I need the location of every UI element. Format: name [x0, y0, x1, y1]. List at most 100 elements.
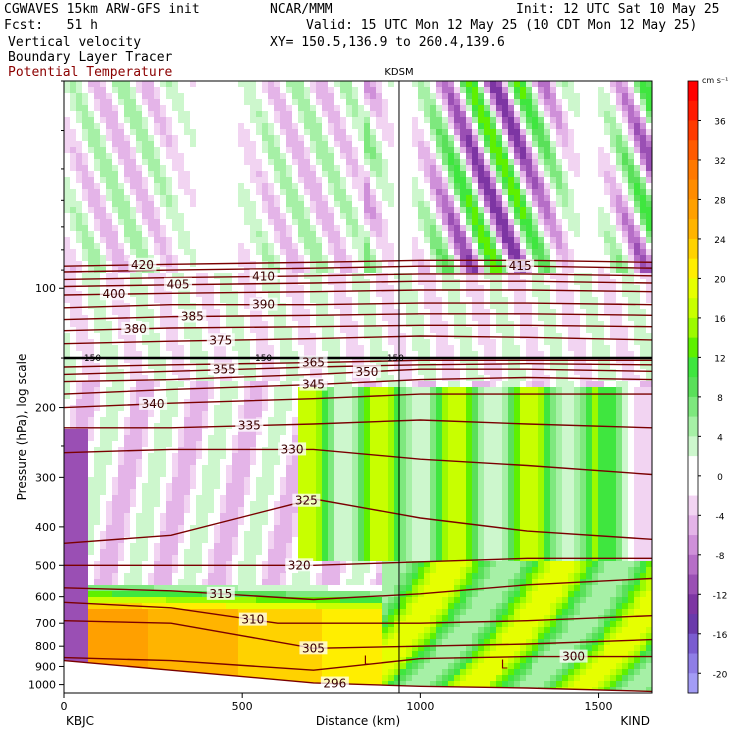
colorbar-swatch-16: [688, 396, 698, 418]
theta-contour-400: [64, 289, 652, 296]
y-tick-label: 200: [35, 402, 56, 415]
theta-label-350: 350: [355, 365, 378, 379]
header-valid: Valid: 15 UTC Mon 12 May 25 (10 CDT Mon …: [306, 18, 698, 33]
theta-label-296: 296: [323, 677, 346, 691]
colorbar-tick-label: 0: [717, 473, 723, 483]
y-tick-label: 800: [35, 640, 56, 653]
colorbar-swatch-6: [688, 199, 698, 220]
y-axis-title: Pressure (hPa), log scale: [15, 354, 29, 501]
colorbar-swatch-11: [688, 298, 698, 319]
theta-contour-325: [64, 498, 652, 544]
y-tick-label: 500: [35, 559, 56, 572]
terrain: [64, 660, 652, 693]
theta-contour-365: [64, 359, 652, 368]
colorbar-swatch-13: [688, 337, 698, 358]
colorbar-swatch-23: [688, 554, 698, 576]
x-axis-title: Distance (km): [316, 714, 400, 728]
header-center: NCAR/MMM: [270, 2, 333, 17]
theta-label-400: 400: [102, 287, 125, 301]
header-fcst: Fcst: 51 h: [4, 18, 98, 33]
theta-contour-345: [64, 376, 652, 395]
y-tick-label: 400: [35, 521, 56, 534]
theta-label-380: 380: [124, 322, 147, 336]
colorbar-swatch-25: [688, 594, 698, 615]
velocity-fill-layer: [64, 81, 652, 693]
theta-label-405: 405: [167, 278, 190, 292]
colorbar-swatch-1: [688, 100, 698, 121]
theta-label-layer: 296 300 305 310 315 320 325 330 335 340 345 350 355 3…: [84, 257, 588, 691]
header-field-tracer: Boundary Layer Tracer: [8, 50, 173, 65]
colorbar-swatch-9: [688, 258, 698, 279]
header-field-theta: Potential Temperature: [8, 65, 173, 80]
colorbar-swatch-27: [688, 633, 698, 655]
x-tick-label: 1000: [406, 700, 434, 713]
x-tick-label: 500: [232, 700, 253, 713]
colorbar-swatch-21: [688, 515, 698, 536]
theta-label-385: 385: [181, 310, 204, 324]
x-tick-label: 0: [61, 700, 68, 713]
colorbar: 36 32 28 24 20 16 12 8 4 0 -4 -8 -12 -16 -20 cm s⁻¹: [687, 76, 728, 694]
theta-contour-305: [64, 620, 652, 650]
colorbar-tick-label: -16: [713, 631, 728, 641]
colorbar-unit: cm s⁻¹: [702, 76, 728, 85]
tracer-label-150-1: 150: [255, 354, 272, 364]
x-endpoint-east: KIND: [620, 714, 650, 728]
theta-contour-410: [64, 273, 652, 281]
colorbar-tick-label: 28: [714, 196, 726, 206]
colorbar-swatch-18: [688, 436, 698, 457]
colorbar-swatch-7: [688, 219, 698, 240]
colorbar-frame: [687, 80, 699, 694]
low-label-0: L: [364, 654, 371, 668]
tracer-label-150-0: 150: [84, 354, 101, 364]
colorbar-swatch-22: [688, 535, 698, 556]
theta-label-345: 345: [302, 378, 325, 392]
colorbar-swatch-0: [688, 81, 698, 102]
colorbar-swatch-3: [688, 140, 698, 161]
header-model: CGWAVES 15km ARW-GFS init: [4, 2, 200, 17]
colorbar-swatch-10: [688, 278, 698, 299]
tracer-label-150-2: 150: [387, 354, 404, 364]
theta-label-420: 420: [131, 258, 154, 272]
theta-label-390: 390: [252, 298, 275, 312]
colorbar-swatch-26: [688, 614, 698, 635]
header-xy: XY= 150.5,136.9 to 260.4,139.6: [270, 35, 505, 50]
theta-contour-335: [64, 419, 652, 429]
y-tick-label: 900: [35, 660, 56, 673]
colorbar-tick-label: 12: [714, 354, 725, 364]
colorbar-tick-label: 20: [714, 275, 726, 285]
plot-frame: [63, 80, 653, 694]
theta-contour-330: [64, 448, 652, 476]
theta-contour-390: [64, 302, 652, 309]
colorbar-tick-label: 16: [714, 315, 726, 325]
colorbar-swatch-12: [688, 317, 698, 339]
theta-contour-380: [64, 324, 652, 332]
colorbar-swatch-14: [688, 357, 698, 378]
y-tick-label: 300: [35, 471, 56, 484]
y-tick-label: 700: [35, 617, 56, 630]
colorbar-swatch-20: [688, 495, 698, 516]
header-field-vertical-velocity: Vertical velocity: [8, 35, 142, 50]
y-tick-label: 1000: [28, 679, 56, 692]
theta-label-335: 335: [238, 419, 261, 433]
colorbar-swatch-8: [688, 238, 698, 260]
colorbar-swatch-28: [688, 653, 698, 674]
theta-contour-315: [64, 577, 652, 601]
header-init: Init: 12 UTC Sat 10 May 25: [516, 2, 720, 17]
colorbar-tick-label: 8: [717, 394, 723, 404]
y-tick-label: 100: [35, 282, 56, 295]
theta-label-305: 305: [302, 641, 325, 655]
colorbar-tick-label: 24: [714, 236, 726, 246]
theta-label-300: 300: [562, 650, 585, 664]
y-tick-label: 600: [35, 591, 56, 604]
colorbar-tick-label: 36: [714, 117, 726, 127]
colorbar-tick-label: -12: [713, 591, 728, 601]
theta-contour-310: [64, 601, 652, 624]
colorbar-tick-label: 4: [717, 433, 723, 443]
colorbar-tick-label: -20: [713, 670, 728, 680]
colorbar-tick-label: -4: [716, 512, 725, 522]
colorbar-swatch-2: [688, 120, 698, 141]
theta-label-315: 315: [209, 587, 232, 601]
theta-contour-320: [64, 557, 652, 566]
